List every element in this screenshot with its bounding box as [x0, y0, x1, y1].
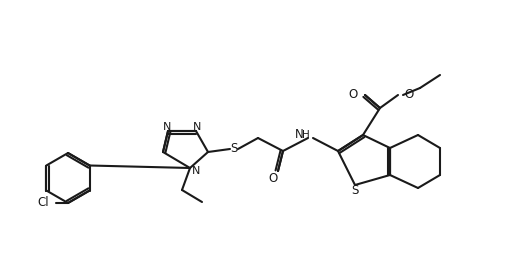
- Text: Cl: Cl: [38, 196, 49, 209]
- Text: N: N: [192, 166, 200, 176]
- Text: O: O: [268, 172, 278, 185]
- Text: N: N: [193, 122, 201, 132]
- Text: O: O: [404, 89, 413, 102]
- Text: S: S: [231, 143, 237, 156]
- Text: H: H: [302, 130, 310, 140]
- Text: N: N: [295, 128, 303, 141]
- Text: O: O: [349, 89, 358, 102]
- Text: S: S: [351, 185, 359, 198]
- Text: N: N: [163, 122, 171, 132]
